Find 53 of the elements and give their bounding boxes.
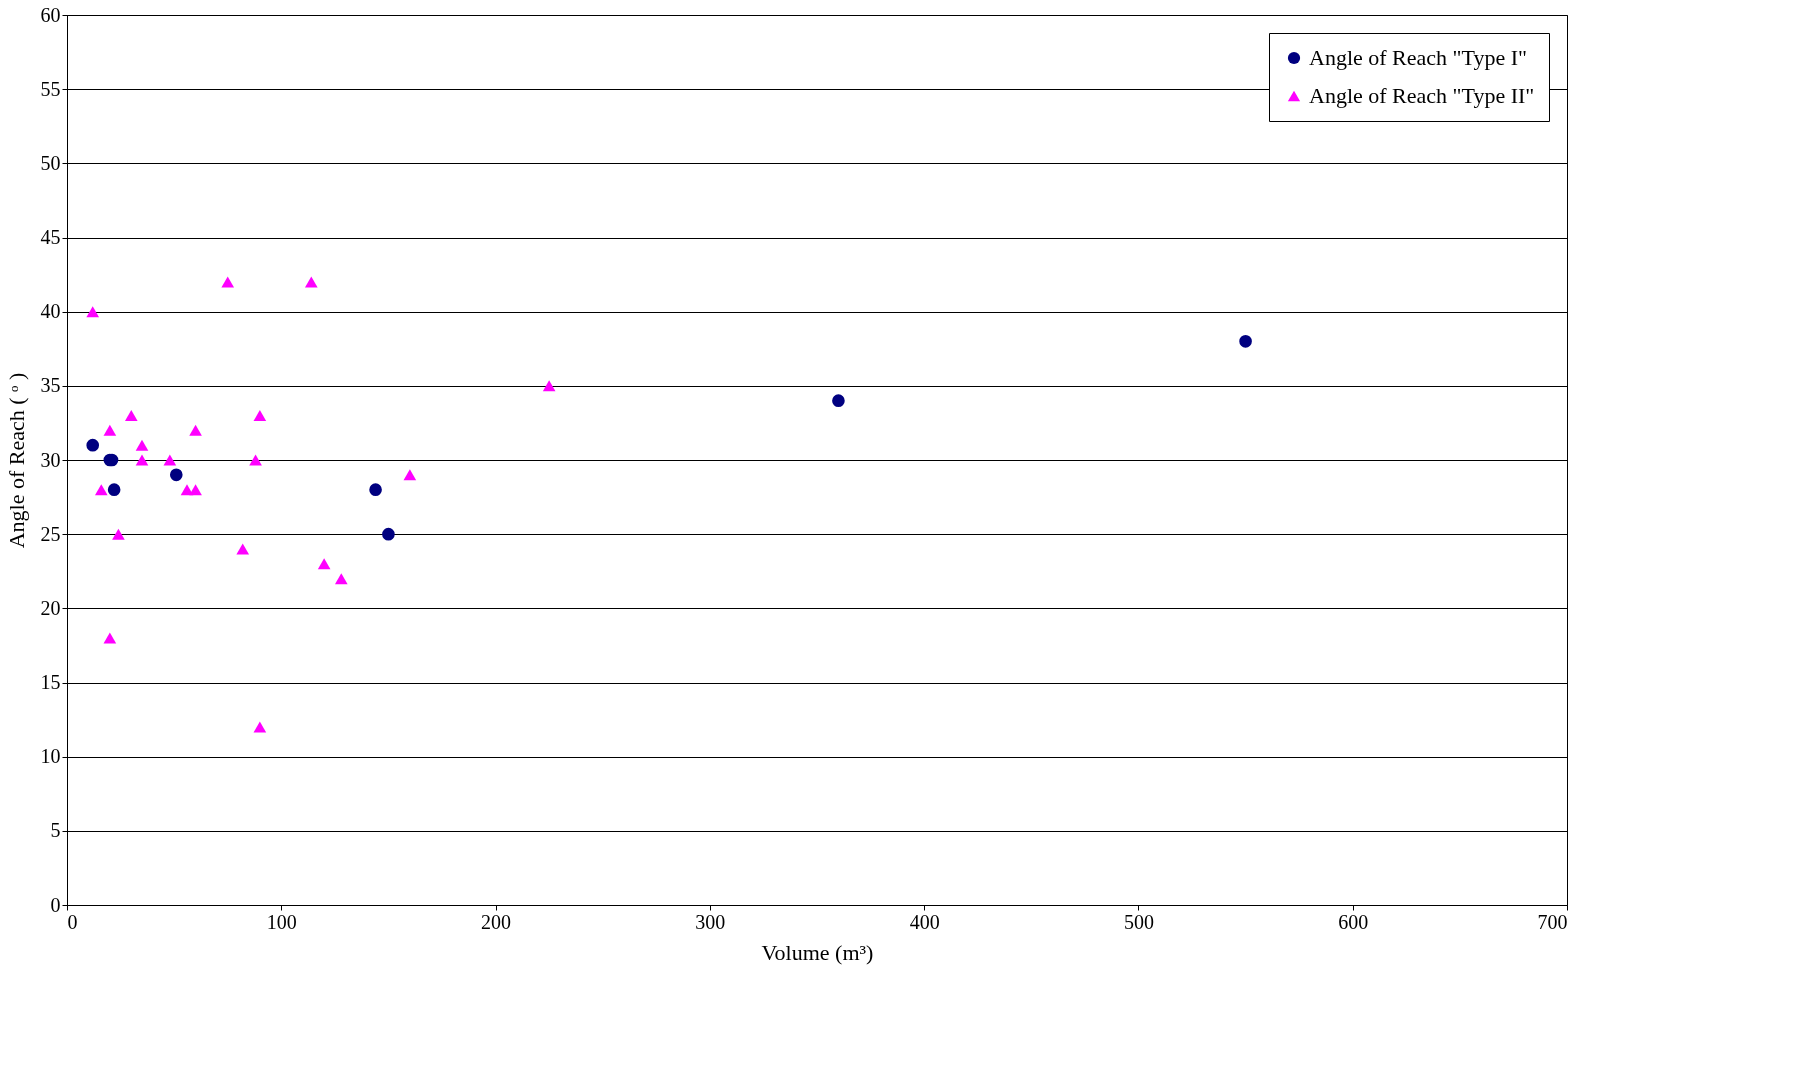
y-tick-label: 55 xyxy=(40,77,61,100)
x-tick-label: 200 xyxy=(481,910,512,933)
point xyxy=(94,484,108,496)
point xyxy=(317,558,331,570)
y-tick-label: 60 xyxy=(40,3,61,26)
point xyxy=(163,454,177,466)
y-tick-label: 45 xyxy=(40,226,61,248)
point xyxy=(1239,335,1252,348)
legend-label: Angle of Reach "Type I" xyxy=(1309,45,1528,70)
point xyxy=(135,439,149,451)
y-tick-label: 10 xyxy=(40,745,61,768)
point xyxy=(189,424,202,436)
x-tick-label: 600 xyxy=(1338,910,1369,933)
point xyxy=(189,484,202,496)
point xyxy=(107,483,121,496)
point xyxy=(304,276,318,288)
x-tick-label: 500 xyxy=(1123,910,1154,933)
point xyxy=(382,527,395,541)
legend-label: Angle of Reach "Type II" xyxy=(1309,83,1535,108)
y-tick-label: 5 xyxy=(50,819,61,842)
point xyxy=(86,306,100,318)
point xyxy=(236,543,250,555)
x-tick-label: 100 xyxy=(266,910,297,933)
y-tick-label: 30 xyxy=(40,448,61,471)
point xyxy=(112,528,125,540)
y-tick-label: 35 xyxy=(40,374,61,397)
point xyxy=(124,410,138,421)
y-tick-label: 50 xyxy=(40,151,61,174)
point xyxy=(86,438,100,452)
point xyxy=(253,721,267,733)
point xyxy=(103,424,117,436)
point xyxy=(249,454,262,466)
y-tick-label: 0 xyxy=(50,893,61,916)
y-tick-label: 25 xyxy=(40,522,61,545)
x-axis-title: Volume (m³) xyxy=(761,939,874,965)
x-tick-label: 400 xyxy=(909,910,940,933)
point xyxy=(832,394,845,407)
point xyxy=(334,573,348,585)
point xyxy=(221,276,235,288)
y-tick-label: 20 xyxy=(40,596,61,619)
point xyxy=(542,380,556,392)
y-tick-label: 40 xyxy=(40,300,61,323)
point xyxy=(403,469,417,481)
x-tick-label: 0 xyxy=(67,910,78,933)
x-tick-label: 300 xyxy=(695,910,726,933)
point xyxy=(169,468,183,482)
point xyxy=(253,410,267,421)
point xyxy=(369,483,382,496)
y-axis-title: Angle of Reach ( ᵒ ) xyxy=(3,372,29,549)
y-tick-label: 15 xyxy=(40,671,61,693)
point xyxy=(103,632,117,644)
x-tick-label: 700 xyxy=(1537,910,1568,933)
point xyxy=(135,454,149,466)
